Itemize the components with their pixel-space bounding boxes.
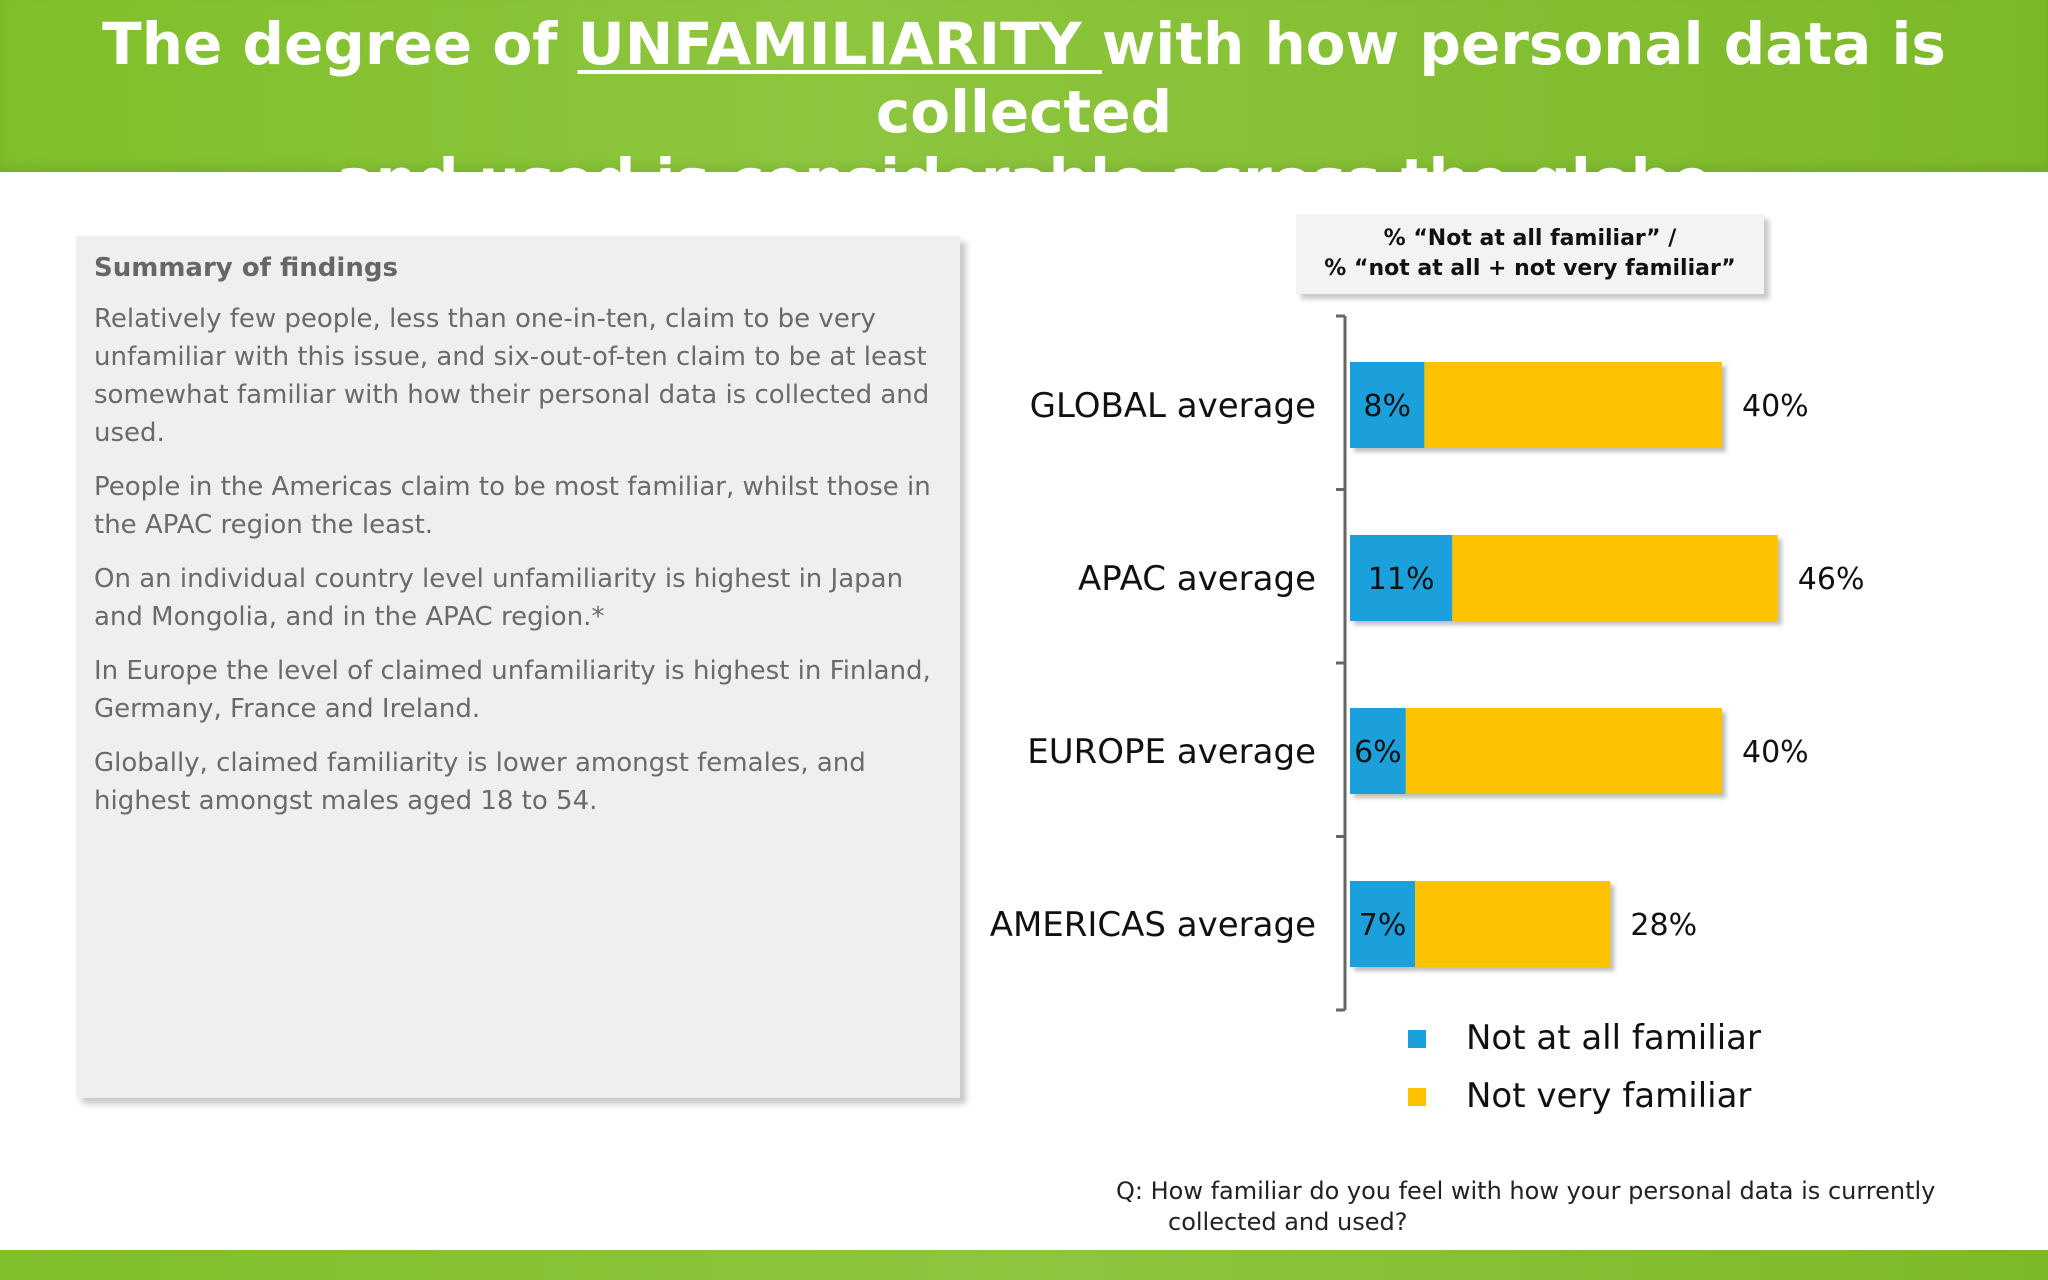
data-label-not-at-all: 7% — [1359, 908, 1407, 943]
chart-axis — [1336, 314, 1347, 1012]
summary-paragraph: In Europe the level of claimed unfamilia… — [94, 656, 931, 724]
bar-not-at-all-familiar — [1350, 708, 1406, 794]
bar-not-at-all-familiar — [1350, 362, 1425, 448]
legend-label: Not very familiar — [1466, 1076, 1752, 1116]
data-label-total: 46% — [1798, 562, 1865, 597]
data-label-not-at-all: 11% — [1368, 562, 1435, 597]
bar-not-at-all-familiar — [1350, 535, 1453, 621]
category-label: AMERICAS average — [990, 905, 1316, 945]
chart-title-line-1: % “Not at all familiar” / — [1383, 226, 1677, 251]
chart-bars — [1350, 362, 1778, 967]
title-line-1: The degree of UNFAMILIARITY with how per… — [0, 10, 2048, 146]
chart-labels: GLOBAL average 8% 40% APAC average 11% 46% EUR… — [990, 386, 1865, 945]
data-label-not-at-all: 8% — [1363, 389, 1411, 424]
summary-paragraph: Relatively few people, less than one-in-… — [94, 304, 930, 448]
category-label: GLOBAL average — [1030, 386, 1316, 426]
summary-paragraph: On an individual country level unfamilia… — [94, 564, 904, 632]
data-label-total: 40% — [1742, 389, 1809, 424]
bar-not-very-familiar — [1424, 362, 1722, 448]
bar-not-very-familiar — [1452, 535, 1778, 621]
footer-band — [0, 1250, 2048, 1280]
title-emphasis: UNFAMILIARITY — [577, 10, 1102, 78]
question-line-2: collected and used? — [1168, 1208, 1408, 1236]
question-line-1: Q: How familiar do you feel with how you… — [1116, 1177, 1936, 1205]
summary-paragraph: People in the Americas claim to be most … — [94, 472, 931, 540]
page-title: The degree of UNFAMILIARITY with how per… — [0, 10, 2048, 214]
data-label-total: 28% — [1630, 908, 1697, 943]
summary-paragraph: Globally, claimed familiarity is lower a… — [94, 748, 866, 816]
bar-stack — [1350, 535, 1778, 621]
header-band: The degree of UNFAMILIARITY with how per… — [0, 0, 2048, 214]
summary-panel: Summary of findings Relatively few peopl… — [76, 236, 960, 1098]
bar-not-very-familiar — [1405, 708, 1722, 794]
summary-heading: Summary of findings — [94, 253, 398, 283]
chart-title-line-2: % “not at all + not very familiar” — [1324, 256, 1736, 281]
bar-stack — [1350, 881, 1611, 967]
title-prefix: The degree of — [102, 10, 578, 78]
data-label-not-at-all: 6% — [1354, 735, 1402, 770]
title-line-2: and used is considerable across the glob… — [336, 146, 1712, 214]
title-suffix: with how personal data is collected — [875, 10, 1946, 146]
legend-swatch-blue — [1408, 1030, 1426, 1048]
category-label: EUROPE average — [1027, 732, 1316, 772]
chart-title-box: % “Not at all familiar” / % “not at all … — [1296, 214, 1764, 294]
data-label-total: 40% — [1742, 735, 1809, 770]
bar-not-very-familiar — [1415, 881, 1611, 967]
survey-question-footnote: Q: How familiar do you feel with how you… — [1116, 1176, 2016, 1238]
category-label: APAC average — [1078, 559, 1316, 599]
legend-label: Not at all familiar — [1466, 1018, 1761, 1058]
bar-stack — [1350, 362, 1722, 448]
bar-not-at-all-familiar — [1350, 881, 1416, 967]
bar-stack — [1350, 708, 1722, 794]
legend-swatch-yellow — [1408, 1088, 1426, 1106]
